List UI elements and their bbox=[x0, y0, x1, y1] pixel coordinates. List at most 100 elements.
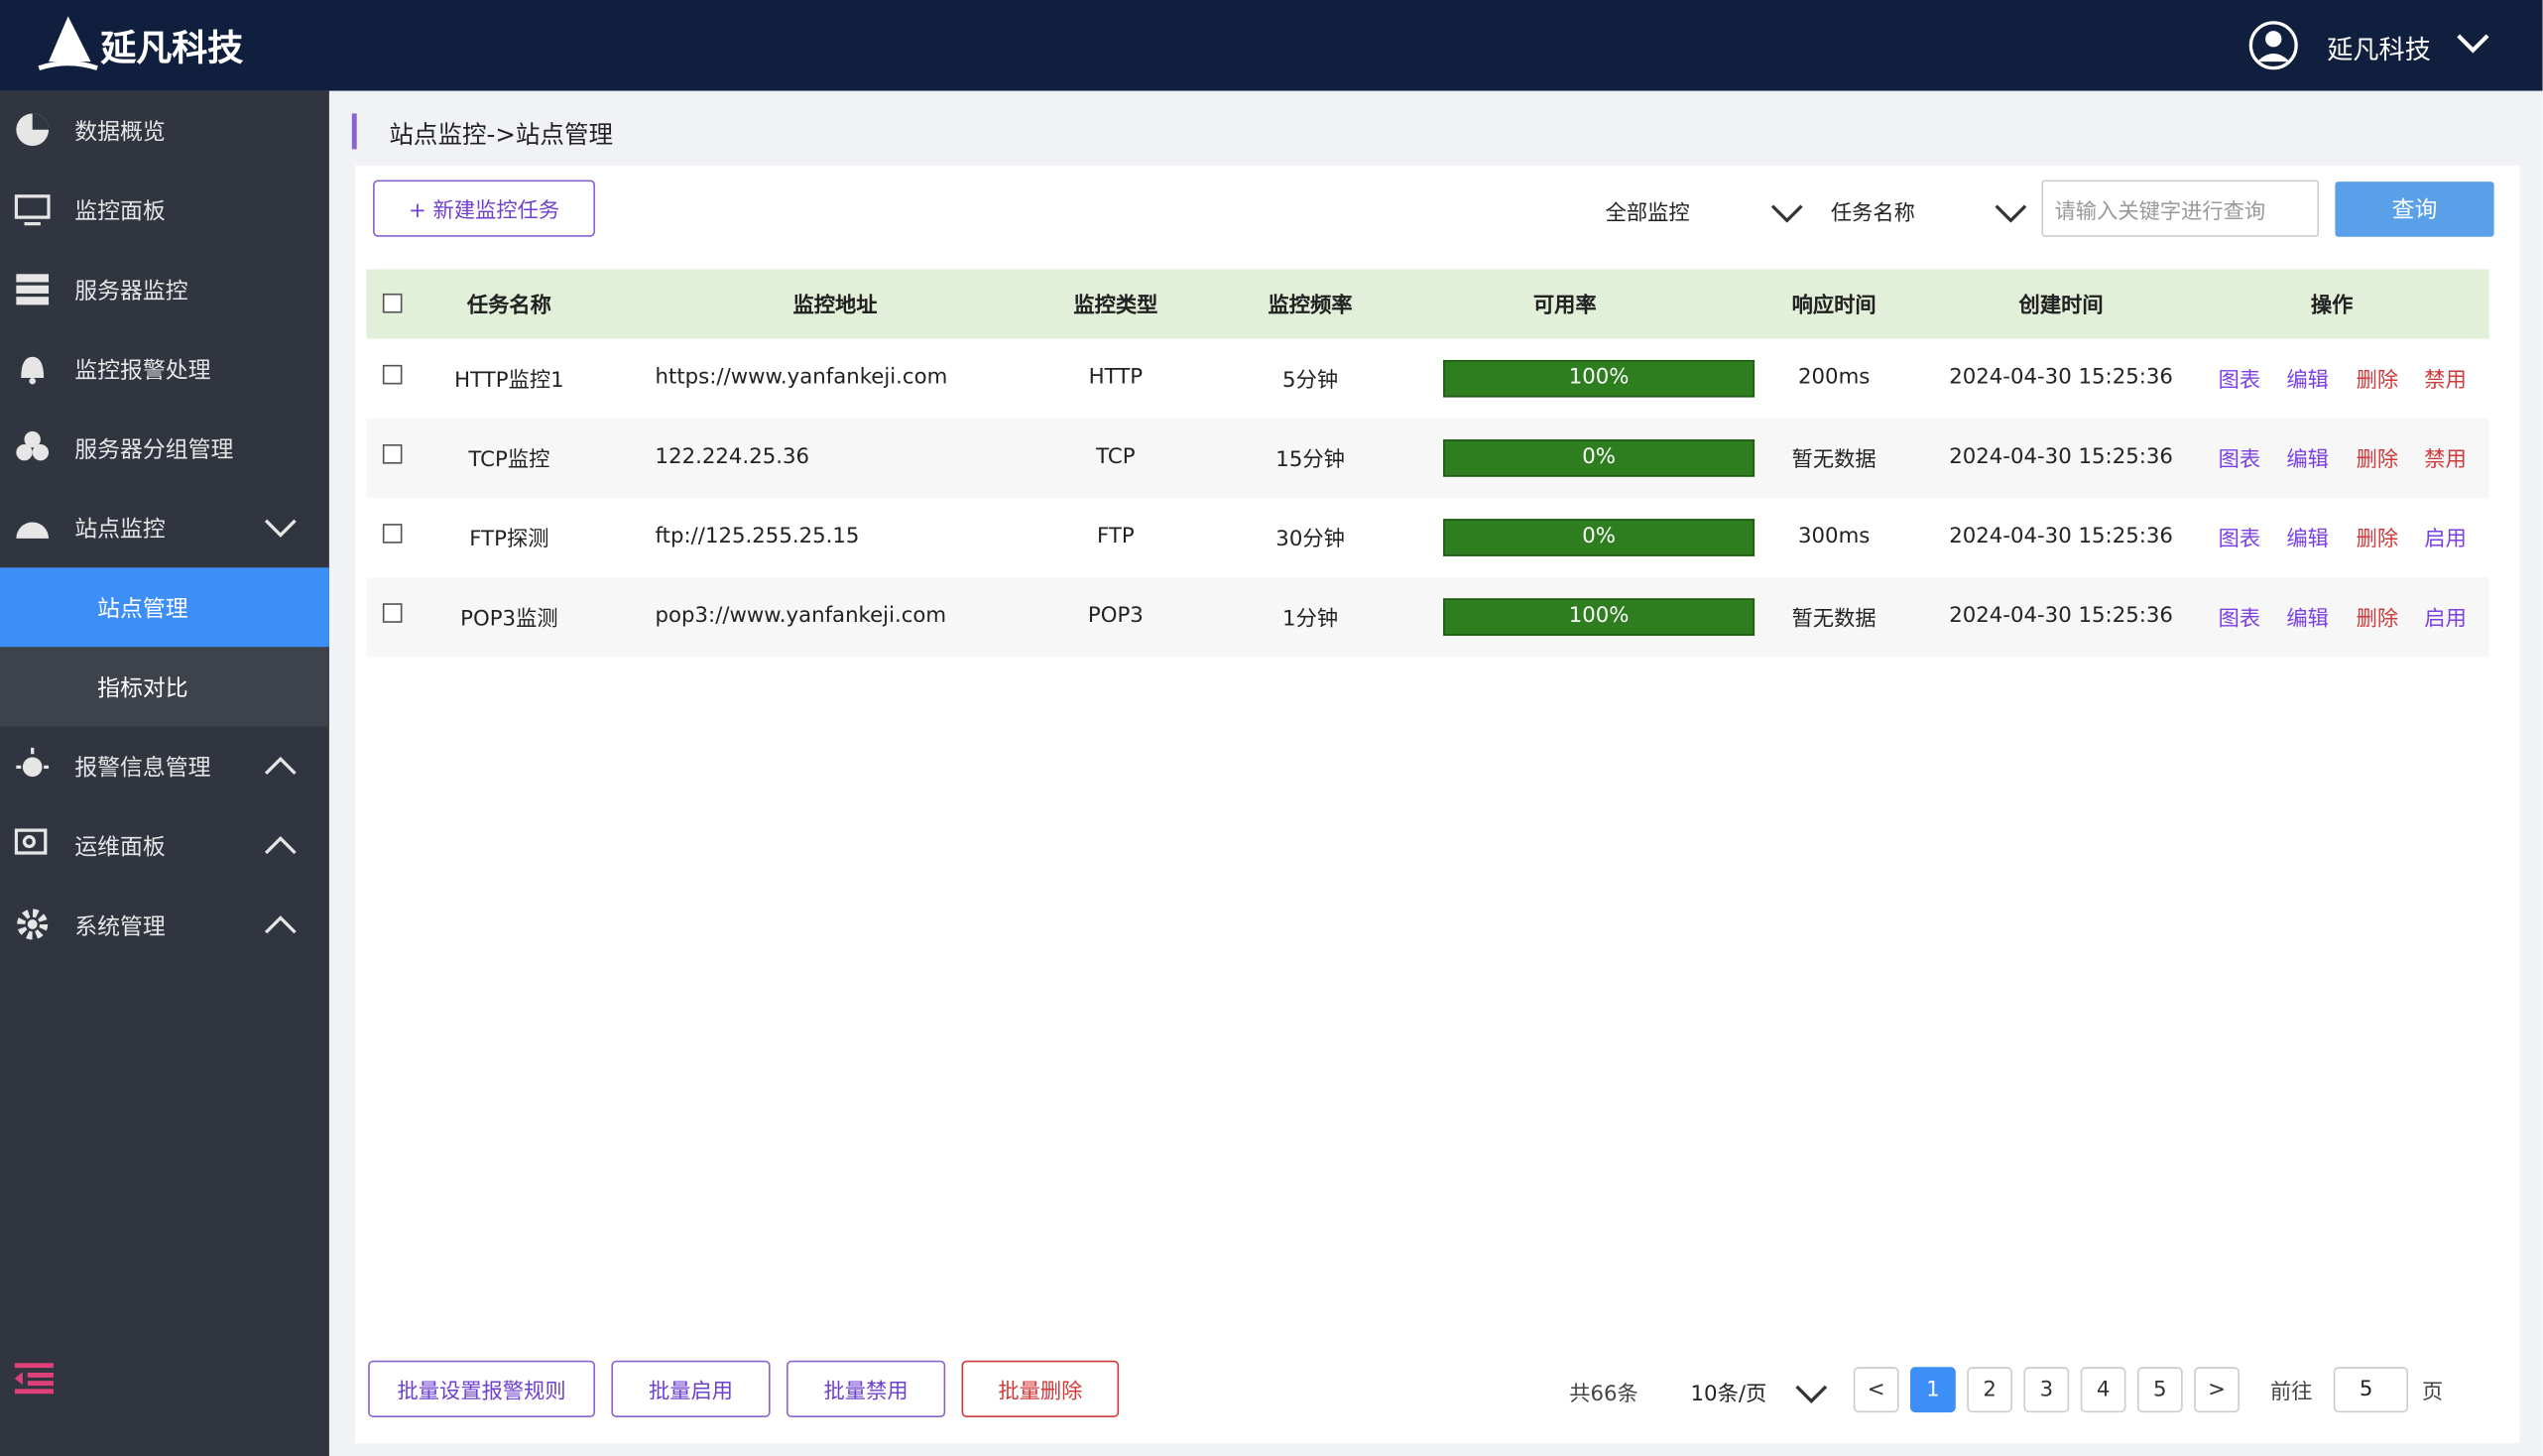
row-action[interactable]: 编辑 bbox=[2286, 448, 2329, 473]
column-header: 可用率 bbox=[1532, 294, 1597, 319]
search-button[interactable]: 查询 bbox=[2335, 182, 2494, 237]
monitor-url: https://www.yanfankeji.com bbox=[655, 365, 948, 391]
menu-item[interactable]: 报警信息管理 bbox=[0, 726, 329, 805]
page-button[interactable]: 2 bbox=[1967, 1367, 2013, 1413]
user-avatar[interactable] bbox=[2247, 20, 2299, 71]
row-action[interactable]: 删除 bbox=[2356, 528, 2399, 552]
row-checkbox[interactable] bbox=[382, 364, 403, 385]
created-time: 2024-04-30 15:25:36 bbox=[1949, 524, 2173, 549]
user-menu-chevron[interactable] bbox=[2455, 29, 2490, 55]
response-time: 暂无数据 bbox=[1791, 607, 1877, 632]
breadcrumb-bar bbox=[351, 113, 357, 150]
user-name[interactable]: 延凡科技 bbox=[2327, 34, 2431, 65]
row-action[interactable]: 启用 bbox=[2424, 607, 2467, 632]
page-button[interactable]: 1 bbox=[1910, 1367, 1956, 1413]
chevron[interactable] bbox=[263, 833, 299, 856]
table-row bbox=[366, 497, 2489, 578]
menu-item[interactable]: 服务器监控 bbox=[0, 250, 329, 329]
created-time: 2024-04-30 15:25:36 bbox=[1949, 604, 2173, 629]
menu-icon bbox=[16, 274, 50, 305]
chevron[interactable] bbox=[1769, 201, 1805, 224]
monitor-type: HTTP bbox=[1088, 365, 1144, 391]
monitor-type: POP3 bbox=[1087, 604, 1144, 629]
row-checkbox[interactable] bbox=[382, 524, 403, 544]
row-action[interactable]: 图表 bbox=[2218, 528, 2261, 552]
page-button[interactable]: 3 bbox=[2023, 1367, 2070, 1413]
menu-item[interactable]: 运维面板 bbox=[0, 806, 329, 886]
chevron[interactable] bbox=[263, 754, 299, 777]
availability: 0% bbox=[1582, 524, 1616, 549]
total-count: 共66条 bbox=[1569, 1382, 1638, 1407]
row-action[interactable]: 图表 bbox=[2218, 448, 2261, 473]
menu-item[interactable]: 数据概览 bbox=[0, 91, 329, 171]
menu-icon bbox=[17, 909, 49, 940]
batch-button[interactable]: 批量启用 bbox=[611, 1360, 771, 1417]
monitor-url: ftp://125.255.25.15 bbox=[655, 524, 860, 549]
menu-label: 服务器分组管理 bbox=[74, 436, 234, 463]
availability: 0% bbox=[1582, 444, 1616, 470]
page-button[interactable]: 4 bbox=[2080, 1367, 2126, 1413]
page-button[interactable]: < bbox=[1853, 1367, 1899, 1413]
goto-input[interactable]: 5 bbox=[2333, 1367, 2408, 1413]
menu-item[interactable]: 系统管理 bbox=[0, 886, 329, 965]
chevron[interactable] bbox=[263, 516, 299, 539]
menu-label: 服务器监控 bbox=[74, 278, 188, 304]
search-placeholder: 请输入关键字进行查询 bbox=[2054, 199, 2266, 225]
row-action[interactable]: 禁用 bbox=[2424, 368, 2467, 394]
submenu-item[interactable]: 站点管理 bbox=[0, 567, 329, 648]
menu-item[interactable]: 监控报警处理 bbox=[0, 329, 329, 409]
row-action[interactable]: 删除 bbox=[2356, 368, 2399, 394]
chevron[interactable] bbox=[263, 913, 299, 936]
new-task-button[interactable]: + 新建监控任务 bbox=[373, 180, 596, 237]
monitor-frequency: 15分钟 bbox=[1275, 448, 1345, 473]
column-header: 任务名称 bbox=[466, 294, 551, 319]
task-name: HTTP监控1 bbox=[454, 368, 564, 394]
menu-label: 监控面板 bbox=[74, 198, 166, 225]
batch-button[interactable]: 批量删除 bbox=[961, 1360, 1120, 1417]
page-size[interactable]: 10条/页 bbox=[1690, 1382, 1767, 1407]
availability-bar bbox=[1443, 598, 1756, 636]
menu-icon bbox=[16, 522, 50, 539]
table-header bbox=[366, 269, 2489, 339]
row-action[interactable]: 禁用 bbox=[2424, 448, 2467, 473]
row-action[interactable]: 删除 bbox=[2356, 607, 2399, 632]
response-time: 暂无数据 bbox=[1791, 448, 1877, 473]
menu-item[interactable]: 站点监控 bbox=[0, 488, 329, 567]
chevron[interactable] bbox=[1993, 201, 2028, 224]
filter-field[interactable]: 任务名称 bbox=[1830, 201, 1915, 227]
row-checkbox[interactable] bbox=[382, 603, 403, 623]
menu-label: 系统管理 bbox=[74, 913, 166, 940]
batch-button[interactable]: 批量设置报警规则 bbox=[368, 1360, 596, 1417]
chevron[interactable] bbox=[1793, 1382, 1829, 1404]
submenu-item[interactable]: 指标对比 bbox=[0, 647, 329, 727]
table-row bbox=[366, 418, 2489, 498]
page-button[interactable]: > bbox=[2194, 1367, 2240, 1413]
menu-icon bbox=[14, 828, 48, 855]
goto-unit: 页 bbox=[2421, 1381, 2444, 1405]
menu-item[interactable]: 服务器分组管理 bbox=[0, 409, 329, 488]
row-action[interactable]: 删除 bbox=[2356, 448, 2399, 473]
submenu-label: 指标对比 bbox=[97, 674, 188, 702]
row-action[interactable]: 编辑 bbox=[2286, 528, 2329, 552]
row-action[interactable]: 编辑 bbox=[2286, 607, 2329, 632]
menu-icon bbox=[21, 356, 45, 385]
collapse-icon[interactable] bbox=[14, 1362, 58, 1395]
availability-bar bbox=[1443, 439, 1756, 477]
filter-type[interactable]: 全部监控 bbox=[1605, 201, 1690, 227]
row-action[interactable]: 图表 bbox=[2218, 607, 2261, 632]
response-time: 200ms bbox=[1798, 365, 1871, 391]
row-checkbox[interactable] bbox=[382, 443, 403, 464]
monitor-frequency: 30分钟 bbox=[1275, 528, 1345, 552]
batch-button[interactable]: 批量禁用 bbox=[786, 1360, 946, 1417]
page-button[interactable]: 5 bbox=[2136, 1367, 2183, 1413]
row-action[interactable]: 启用 bbox=[2424, 528, 2467, 552]
column-header: 创建时间 bbox=[2018, 294, 2104, 319]
menu-item[interactable]: 监控面板 bbox=[0, 171, 329, 250]
row-action[interactable]: 图表 bbox=[2218, 368, 2261, 394]
row-action[interactable]: 编辑 bbox=[2286, 368, 2329, 394]
search-input[interactable]: 请输入关键字进行查询 bbox=[2041, 180, 2320, 237]
availability: 100% bbox=[1568, 365, 1630, 391]
select-all-checkbox[interactable] bbox=[382, 293, 403, 313]
availability: 100% bbox=[1568, 604, 1630, 629]
